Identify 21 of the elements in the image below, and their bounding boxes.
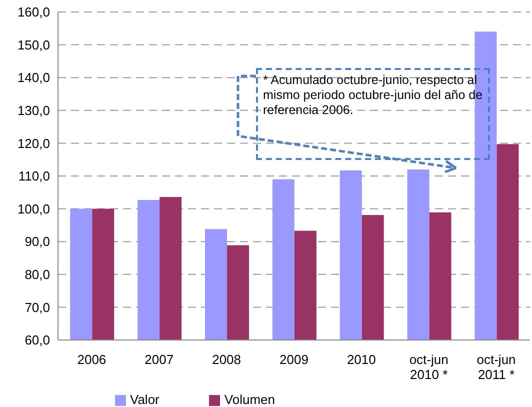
y-tick-label: 150,0 — [17, 37, 50, 52]
y-tick-label: 140,0 — [17, 70, 50, 86]
x-tick-label: 2008 — [211, 352, 242, 367]
x-tick-label: 2009 — [278, 352, 310, 367]
y-tick-label: 60,0 — [24, 332, 50, 348]
y-tick-label: 70,0 — [24, 300, 50, 315]
x-tick-label: 2010 — [346, 352, 377, 367]
legend-label: Valor — [130, 392, 160, 407]
y-tick-label: 90,0 — [24, 234, 50, 250]
x-tick-label: oct-jun 2011 * — [476, 352, 517, 382]
annotation: * Acumulado octubre-junio, respecto al mismo periodo octubre-junio del año de referencia 2006. — [256, 68, 490, 160]
y-tick-label: 120,0 — [17, 136, 50, 151]
y-tick-label: 110,0 — [18, 168, 50, 184]
legend-label: Volumen — [224, 392, 275, 407]
x-tick-label: 2007 — [144, 352, 175, 367]
x-tick-label: 2006 — [76, 352, 108, 367]
y-tick-label: 160,0 — [17, 4, 50, 20]
x-tick-label: oct-jun 2010 * — [408, 352, 450, 382]
y-tick-label: 130,0 — [17, 103, 50, 118]
y-tick-label: 100,0 — [17, 201, 50, 216]
y-tick-label: 80,0 — [24, 267, 50, 282]
